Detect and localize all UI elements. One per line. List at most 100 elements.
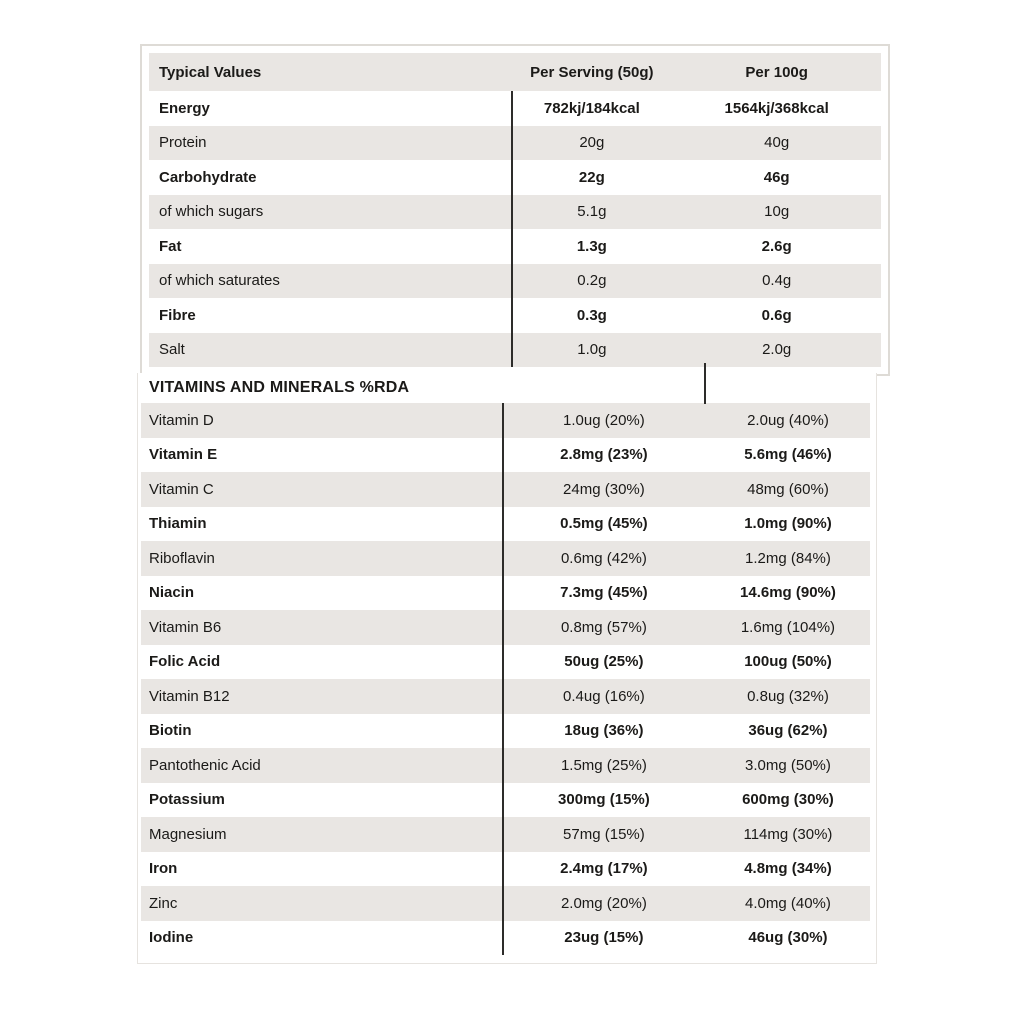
- table-row: Potassium 300mg (15%) 600mg (30%): [141, 782, 870, 817]
- row-per-serving-value: 5.1g: [577, 203, 607, 221]
- row-per-100g-value: 36ug (62%): [748, 722, 828, 740]
- row-label: Vitamin C: [149, 480, 214, 498]
- table-row: of which saturates 0.2g 0.4g: [149, 263, 881, 298]
- row-label: Protein: [159, 134, 207, 152]
- column-divider-line: [511, 91, 514, 367]
- row-label: Vitamin B12: [149, 687, 230, 705]
- row-per-100g-value: 1.6mg (104%): [740, 618, 836, 636]
- table-row: Salt 1.0g 2.0g: [149, 332, 881, 367]
- row-label: Energy: [159, 99, 210, 117]
- table-row: Vitamin B6 0.8mg (57%) 1.6mg (104%): [141, 610, 870, 645]
- row-label: Zinc: [149, 894, 178, 912]
- row-per-serving-value: 1.5mg (25%): [560, 756, 647, 774]
- row-per-100g-value: 0.4g: [762, 272, 792, 290]
- row-per-100g-value: 5.6mg (46%): [744, 446, 832, 464]
- row-per-serving-value: 300mg (15%): [558, 791, 650, 809]
- row-per-100g-value: 14.6mg (90%): [740, 584, 836, 602]
- row-per-serving-value: 7.3mg (45%): [560, 584, 648, 602]
- row-label: Iron: [149, 860, 178, 878]
- row-per-100g-value: 2.0ug (40%): [747, 411, 829, 429]
- column-header-per-100g: Per 100g: [745, 63, 808, 81]
- table-row: Magnesium 57mg (15%) 114mg (30%): [141, 817, 870, 852]
- row-per-serving-value: 20g: [579, 134, 605, 152]
- table-row: Pantothenic Acid 1.5mg (25%) 3.0mg (50%): [141, 748, 870, 783]
- table-row: Biotin 18ug (36%) 36ug (62%): [141, 713, 870, 748]
- row-per-serving-value: 2.8mg (23%): [560, 446, 648, 464]
- table-row: Fat 1.3g 2.6g: [149, 229, 881, 264]
- row-per-serving-value: 1.3g: [576, 237, 607, 255]
- row-per-serving-value: 2.0mg (20%): [560, 894, 647, 912]
- row-per-100g-value: 600mg (30%): [742, 791, 834, 809]
- table-row: Protein 20g 40g: [149, 125, 881, 160]
- row-per-100g-value: 1.2mg (84%): [745, 549, 831, 567]
- table-row: of which sugars 5.1g 10g: [149, 194, 881, 229]
- table-row: Carbohydrate 22g 46g: [149, 160, 881, 195]
- row-per-100g-value: 4.8mg (34%): [744, 860, 832, 878]
- row-label: Carbohydrate: [159, 168, 257, 186]
- row-per-serving-value: 0.5mg (45%): [560, 515, 648, 533]
- row-label: Fibre: [159, 306, 196, 324]
- row-per-100g-value: 10g: [764, 203, 790, 221]
- row-per-100g-value: 40g: [764, 134, 790, 152]
- table-row: Fibre 0.3g 0.6g: [149, 298, 881, 333]
- row-label: Iodine: [149, 929, 194, 947]
- row-label: Vitamin D: [149, 411, 214, 429]
- typical-values-rows: Energy 782kj/184kcal 1564kj/368kcal Prot…: [149, 91, 881, 367]
- vitamins-minerals-rows: Vitamin D 1.0ug (20%) 2.0ug (40%) Vitami…: [141, 403, 870, 955]
- table-row: Iodine 23ug (15%) 46ug (30%): [141, 920, 870, 955]
- row-per-serving-value: 0.6mg (42%): [560, 549, 647, 567]
- typical-values-table: Typical Values Per Serving (50g) Per 100…: [140, 44, 890, 376]
- row-per-100g-value: 2.6g: [761, 237, 792, 255]
- row-per-100g-value: 114mg (30%): [743, 825, 833, 843]
- row-per-serving-value: 23ug (15%): [564, 929, 644, 947]
- row-label: Vitamin E: [149, 446, 218, 464]
- table-row: Riboflavin 0.6mg (42%) 1.2mg (84%): [141, 541, 870, 576]
- row-per-serving-value: 0.3g: [576, 306, 607, 324]
- row-per-serving-value: 57mg (15%): [563, 825, 645, 843]
- vitamins-section-title: VITAMINS AND MINERALS %RDA: [149, 379, 410, 396]
- column-header-per-serving: Per Serving (50g): [530, 63, 654, 81]
- row-label: of which sugars: [159, 203, 264, 221]
- column-divider-line: [501, 403, 504, 955]
- row-per-serving-value: 50ug (25%): [564, 653, 644, 671]
- table-row: Vitamin B12 0.4ug (16%) 0.8ug (32%): [141, 679, 870, 714]
- row-label: Potassium: [149, 791, 225, 809]
- row-per-serving-value: 782kj/184kcal: [543, 99, 640, 117]
- vitamins-title-row: VITAMINS AND MINERALS %RDA: [141, 373, 870, 403]
- row-label: Folic Acid: [149, 653, 221, 671]
- row-per-serving-value: 0.4ug (16%): [563, 687, 645, 705]
- row-per-100g-value: 46g: [763, 168, 790, 186]
- row-label: Thiamin: [149, 515, 207, 533]
- row-label: Pantothenic Acid: [149, 756, 261, 774]
- row-label: Fat: [159, 237, 182, 255]
- row-per-serving-value: 22g: [578, 168, 605, 186]
- table-row: Zinc 2.0mg (20%) 4.0mg (40%): [141, 886, 870, 921]
- row-per-100g-value: 3.0mg (50%): [745, 756, 831, 774]
- header-gap-divider-line: [704, 363, 706, 404]
- row-per-100g-value: 2.0g: [762, 341, 792, 359]
- row-per-serving-value: 1.0ug (20%): [563, 411, 645, 429]
- row-label: Biotin: [149, 722, 192, 740]
- row-per-100g-value: 48mg (60%): [747, 480, 829, 498]
- row-per-serving-value: 18ug (36%): [564, 722, 644, 740]
- row-per-100g-value: 1.0mg (90%): [744, 515, 832, 533]
- row-label: Magnesium: [149, 825, 227, 843]
- table-row: Niacin 7.3mg (45%) 14.6mg (90%): [141, 575, 870, 610]
- row-per-serving-value: 24mg (30%): [563, 480, 645, 498]
- row-per-100g-value: 46ug (30%): [748, 929, 828, 947]
- row-per-100g-value: 0.8ug (32%): [747, 687, 829, 705]
- row-per-100g-value: 1564kj/368kcal: [724, 99, 829, 117]
- row-per-serving-value: 2.4mg (17%): [560, 860, 648, 878]
- row-per-100g-value: 0.6g: [761, 306, 792, 324]
- row-label: Niacin: [149, 584, 195, 602]
- row-per-serving-value: 1.0g: [577, 341, 607, 359]
- table-row: Vitamin C 24mg (30%) 48mg (60%): [141, 472, 870, 507]
- row-label: Vitamin B6: [149, 618, 222, 636]
- table-row: Energy 782kj/184kcal 1564kj/368kcal: [149, 91, 881, 126]
- row-per-serving-value: 0.8mg (57%): [560, 618, 647, 636]
- row-label: Salt: [159, 341, 185, 359]
- table-header-row: Typical Values Per Serving (50g) Per 100…: [149, 53, 881, 91]
- table-row: Folic Acid 50ug (25%) 100ug (50%): [141, 644, 870, 679]
- row-per-100g-value: 100ug (50%): [744, 653, 832, 671]
- row-label: Riboflavin: [149, 549, 215, 567]
